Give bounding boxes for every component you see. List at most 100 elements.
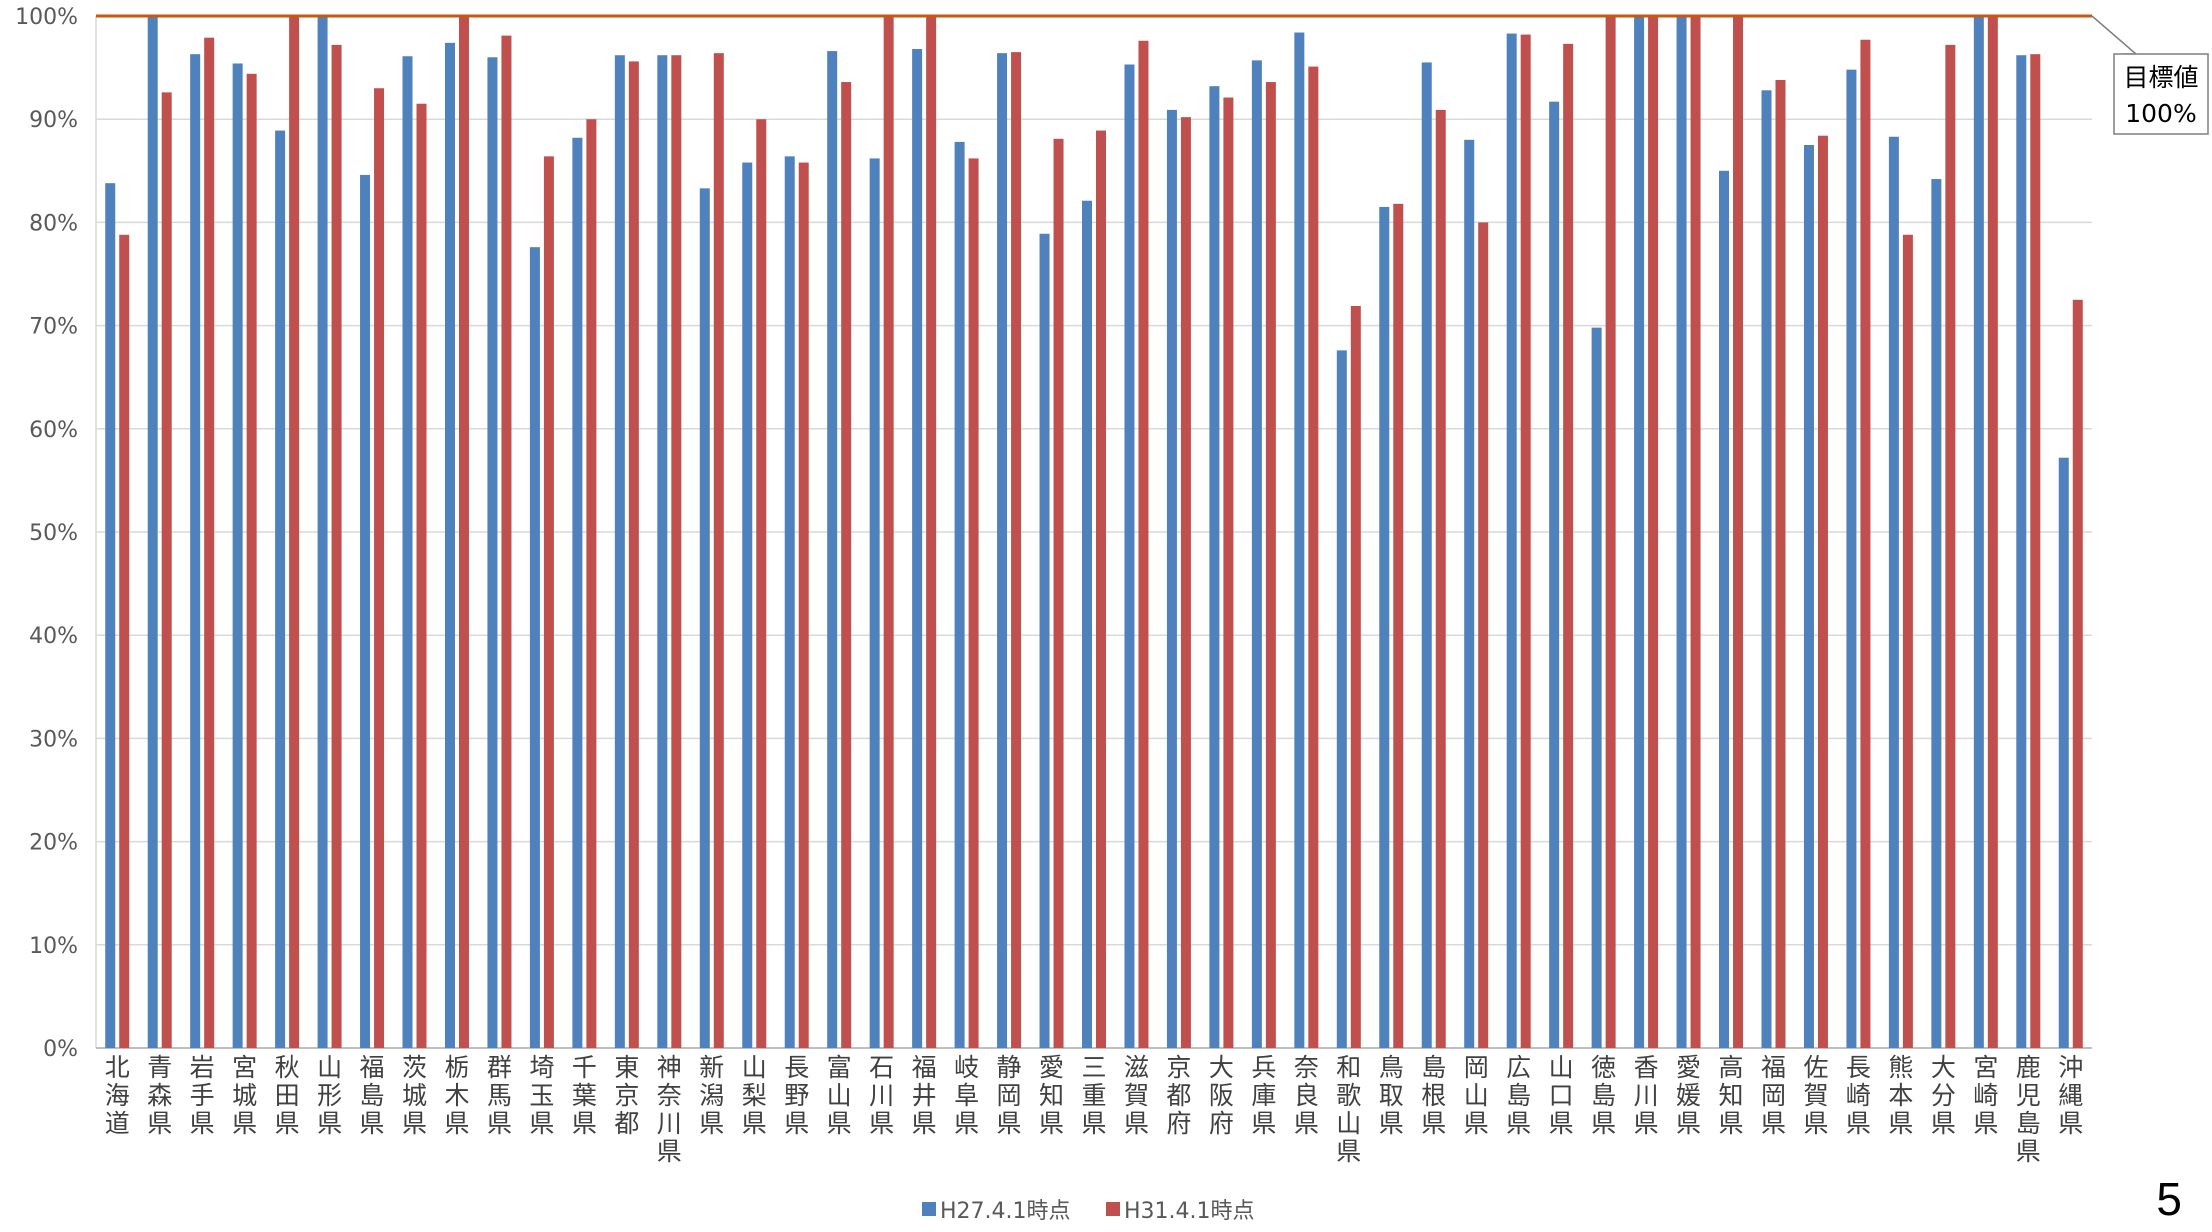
bar-h27-36	[1634, 16, 1645, 1048]
bar-h31-18	[883, 16, 894, 1048]
bar-h27-2	[190, 54, 201, 1048]
bar-h31-45	[2030, 54, 2041, 1048]
x-category-label: 富山県	[827, 1053, 852, 1138]
bar-h27-13	[657, 55, 668, 1048]
target-line-group: 目標値 100%	[96, 14, 2209, 135]
page-number: 5	[2156, 1173, 2182, 1225]
y-tick-label: 60%	[29, 418, 78, 443]
bar-h31-3	[246, 73, 257, 1049]
bar-h27-21	[997, 53, 1008, 1049]
x-category-label: 宮城県	[232, 1053, 257, 1138]
bar-h27-16	[784, 156, 795, 1049]
bar-h31-43	[1945, 44, 1956, 1049]
bar-h27-33	[1506, 33, 1517, 1048]
bar-h31-38	[1733, 16, 1744, 1048]
x-category-label: 岩手県	[190, 1053, 215, 1138]
gridlines	[95, 15, 2092, 1049]
x-category-label: 福井県	[912, 1053, 937, 1138]
bar-h31-40	[1817, 135, 1828, 1048]
x-category-label: 福島県	[360, 1053, 385, 1138]
x-category-label: 兵庫県	[1251, 1053, 1276, 1138]
y-tick-label: 100%	[15, 5, 78, 30]
bar-h31-32	[1478, 222, 1489, 1048]
x-category-label: 神奈川県	[657, 1053, 682, 1166]
bar-h27-43	[1931, 179, 1942, 1048]
bar-h31-15	[756, 119, 767, 1048]
bar-h27-22	[1039, 233, 1050, 1048]
bar-h31-36	[1648, 16, 1659, 1048]
bar-h27-9	[487, 57, 498, 1048]
bar-h27-15	[742, 162, 753, 1048]
y-tick-label: 20%	[29, 831, 78, 856]
bar-h31-22	[1053, 138, 1064, 1049]
bar-h27-10	[529, 247, 540, 1049]
x-category-label: 東京都	[614, 1053, 639, 1138]
callout-pointer	[2091, 15, 2139, 55]
bar-h31-17	[841, 82, 852, 1049]
target-label-line2: 100%	[2125, 99, 2196, 128]
y-tick-label: 90%	[29, 108, 78, 133]
bar-h31-29	[1350, 305, 1361, 1048]
y-tick-label: 30%	[29, 727, 78, 752]
bar-h31-12	[628, 61, 639, 1048]
x-category-label: 千葉県	[572, 1053, 597, 1138]
x-category-label: 山口県	[1549, 1053, 1574, 1138]
bar-h27-42	[1888, 136, 1899, 1048]
bar-h31-23	[1096, 130, 1106, 1048]
bar-h27-41	[1846, 69, 1857, 1048]
bar-h31-20	[968, 158, 979, 1048]
bar-h31-30	[1393, 203, 1404, 1049]
bar-h31-46	[2072, 299, 2083, 1048]
legend-swatch-h31	[1106, 1202, 1120, 1216]
bar-h27-17	[827, 51, 838, 1048]
bar-h27-28	[1294, 32, 1305, 1048]
bar-h31-21	[1011, 52, 1022, 1049]
legend-swatch-h27	[922, 1202, 936, 1216]
bar-h27-45	[2016, 55, 2027, 1048]
x-category-label: 愛知県	[1039, 1053, 1064, 1138]
x-category-label: 福岡県	[1761, 1053, 1786, 1138]
bar-h31-16	[798, 162, 809, 1048]
x-category-label: 青森県	[147, 1053, 172, 1138]
y-tick-label: 70%	[29, 315, 78, 340]
bar-h31-10	[543, 156, 554, 1049]
target-label-line1: 目標値	[2123, 63, 2198, 92]
x-category-label: 秋田県	[275, 1053, 300, 1138]
bar-h31-4	[289, 16, 300, 1048]
x-axis-category-labels: 北海道青森県岩手県宮城県秋田県山形県福島県茨城県栃木県群馬県埼玉県千葉県東京都神…	[105, 1053, 2084, 1166]
bar-h27-5	[317, 16, 328, 1048]
x-category-label: 静岡県	[997, 1053, 1022, 1138]
bar-h31-13	[671, 55, 682, 1048]
bar-h27-32	[1464, 139, 1475, 1049]
bar-h31-37	[1690, 16, 1701, 1048]
bar-h31-44	[1987, 16, 1998, 1048]
x-category-label: 沖縄県	[2058, 1053, 2083, 1138]
bar-h27-26	[1209, 86, 1220, 1048]
bars	[105, 16, 2083, 1049]
bar-h31-42	[1902, 234, 1913, 1048]
bar-h31-25	[1180, 117, 1191, 1049]
bar-h27-37	[1676, 16, 1687, 1048]
bar-h31-35	[1605, 16, 1616, 1048]
x-category-label: 鳥取県	[1379, 1053, 1404, 1138]
bar-h31-2	[204, 37, 215, 1049]
bar-h27-11	[572, 137, 583, 1048]
legend: H27.4.1時点 H31.4.1時点	[922, 1199, 1255, 1224]
y-axis-tick-labels: 0% 10% 20% 30% 40% 50% 60% 70% 80% 90% 100%	[15, 5, 78, 1062]
x-category-label: 広島県	[1506, 1053, 1531, 1138]
x-category-label: 滋賀県	[1124, 1053, 1149, 1138]
bar-h27-44	[1973, 16, 1984, 1048]
x-category-label: 石川県	[869, 1053, 894, 1138]
bar-h31-7	[416, 103, 427, 1049]
bar-h27-19	[912, 49, 923, 1049]
bar-h27-20	[954, 141, 965, 1049]
x-category-label: 和歌山県	[1336, 1053, 1361, 1166]
bar-h27-25	[1166, 109, 1177, 1049]
bar-h31-33	[1520, 34, 1531, 1049]
bar-h27-1	[147, 16, 158, 1048]
x-category-label: 新潟県	[699, 1053, 724, 1138]
bar-h27-38	[1719, 170, 1730, 1049]
x-category-label: 栃木県	[444, 1053, 469, 1138]
x-category-label: 長野県	[784, 1053, 809, 1138]
